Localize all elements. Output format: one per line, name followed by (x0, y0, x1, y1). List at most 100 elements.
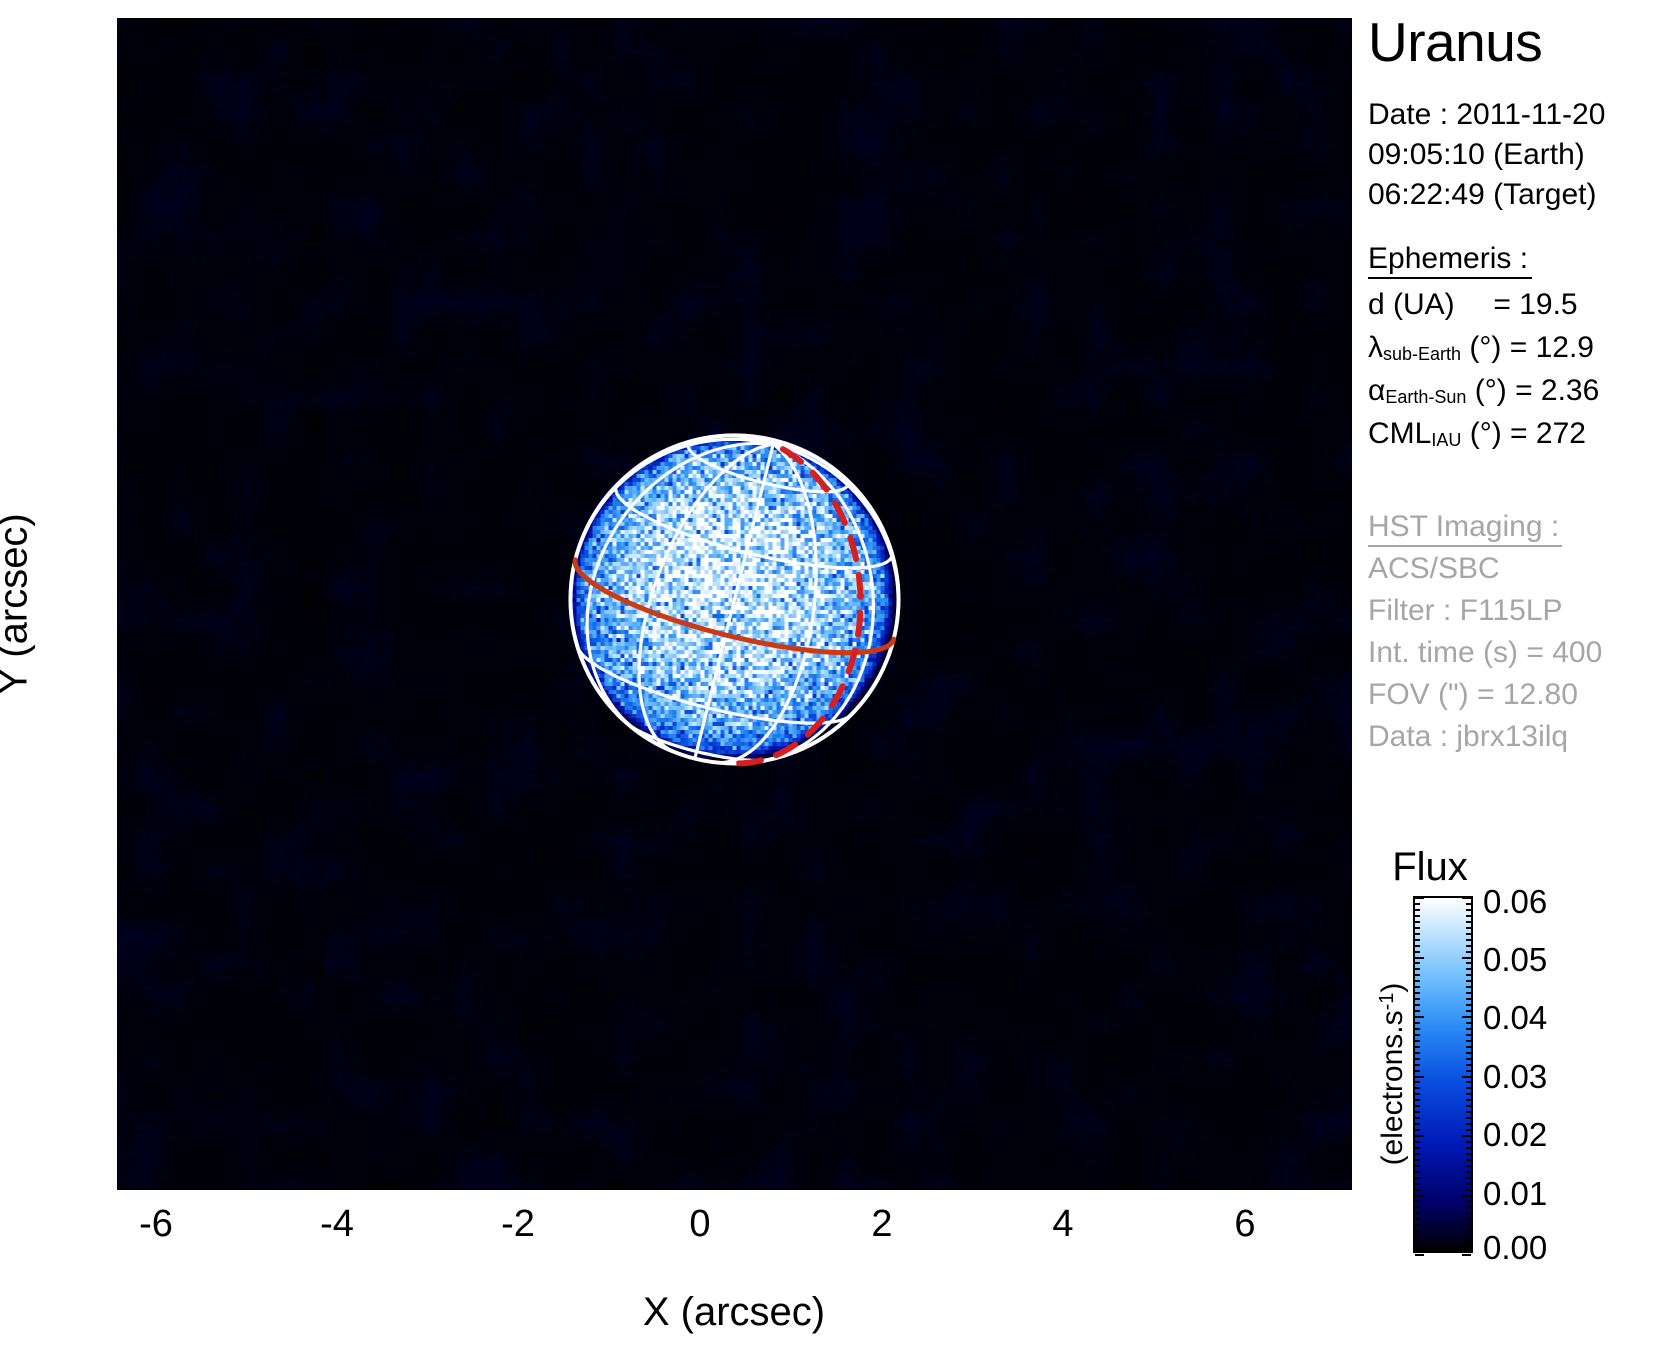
ephemeris-unit-degree: (°) (1469, 331, 1502, 364)
colorbar-tickmark (1415, 1248, 1420, 1251)
ephemeris-value-alpha: = 2.36 (1515, 374, 1600, 407)
x-tick-label: 4 (1052, 1203, 1074, 1245)
colorbar-units-text: (electrons.s (1376, 1010, 1409, 1166)
colorbar-tickmark (1415, 1010, 1420, 1013)
colorbar-tickmark (1415, 926, 1420, 929)
colorbar-tickmark (1466, 1057, 1471, 1060)
colorbar-tickmark (1415, 1027, 1420, 1030)
colorbar-tickmark (1415, 1224, 1420, 1227)
colorbar-tickmark (1415, 1087, 1420, 1090)
grid-line (771, 442, 834, 469)
x-tick-label: -6 (139, 1203, 173, 1245)
colorbar-tickmark (1415, 1069, 1420, 1072)
colorbar-tickmark (1466, 1111, 1471, 1114)
colorbar-tickmark (1466, 902, 1471, 905)
image-plot-area (117, 18, 1352, 1190)
colorbar-tickmark (1466, 950, 1471, 953)
colorbar-tickmark (1466, 1170, 1471, 1173)
coordinate-grid-overlay (568, 433, 901, 767)
colorbar-tickmark (1466, 1081, 1471, 1084)
colorbar-tickmark (1415, 992, 1420, 995)
colorbar-tickmark (1415, 944, 1420, 947)
colorbar-tickmark (1415, 1146, 1420, 1149)
colorbar-tickmark (1466, 1188, 1471, 1191)
observation-time-target: 06:22:49 (Target) (1368, 178, 1597, 211)
colorbar-tickmark (1415, 1004, 1420, 1007)
colorbar-tickmark (1466, 1099, 1471, 1102)
colorbar-tickmark (1466, 1129, 1471, 1132)
colorbar-tickmark (1415, 1236, 1420, 1239)
colorbar-tickmark (1466, 908, 1471, 911)
colorbar-tickmark (1415, 968, 1420, 971)
colorbar-tickmark (1466, 1182, 1471, 1185)
colorbar-tickmark (1415, 1158, 1420, 1161)
ephemeris-subscript-iau: IAU (1431, 430, 1462, 450)
colorbar-tickmark (1466, 1069, 1471, 1072)
y-tick-label: -6 (292, 1131, 326, 1174)
colorbar-tickmark (1466, 1093, 1471, 1096)
ephemeris-symbol-lambda: λ (1368, 331, 1383, 364)
hst-fov: FOV (") = 12.80 (1368, 678, 1578, 711)
grid-line (751, 442, 876, 764)
ephemeris-row-distance: d (UA) = 19.5 (1368, 288, 1578, 322)
colorbar-tickmark (1462, 1194, 1471, 1197)
observation-date: Date : 2011-11-20 (1368, 98, 1606, 131)
colorbar-units-paren: ) (1376, 982, 1409, 993)
ephemeris-row-cml: CMLIAU (°) = 272 (1368, 417, 1586, 451)
colorbar-tickmark (1466, 914, 1471, 917)
colorbar-tickmark (1466, 1087, 1471, 1090)
colorbar-tickmark (1466, 1004, 1471, 1007)
colorbar-tickmark (1415, 932, 1420, 935)
colorbar-tickmark (1415, 1176, 1420, 1179)
colorbar-tickmark (1466, 962, 1471, 965)
colorbar-tickmark (1415, 908, 1420, 911)
colorbar-tickmark (1415, 1242, 1420, 1245)
colorbar-tickmark (1466, 1063, 1471, 1066)
colorbar-tickmark (1415, 1230, 1420, 1233)
x-axis-title: X (arcsec) (642, 1290, 826, 1334)
colorbar-tickmark (1466, 1021, 1471, 1024)
colorbar-tickmark (1415, 1105, 1420, 1108)
colorbar-tickmark (1466, 1242, 1471, 1245)
ephemeris-heading: Ephemeris : (1368, 242, 1529, 275)
colorbar-tickmark (1466, 1218, 1471, 1221)
colorbar-tickmark (1466, 1117, 1471, 1120)
y-tick-label: 4 (304, 216, 326, 259)
y-axis-title: Y (arcsec) (0, 513, 36, 695)
colorbar-tickmark (1415, 1152, 1420, 1155)
colorbar-tickmark (1415, 1045, 1420, 1048)
ephemeris-subscript-earth-sun: Earth-Sun (1385, 387, 1467, 407)
ephemeris-symbol-d: d (UA) (1368, 288, 1455, 321)
colorbar-tick-label: 0.02 (1483, 1116, 1548, 1153)
colorbar-tickmark (1466, 1152, 1471, 1155)
colorbar-tickmark (1415, 1188, 1420, 1191)
colorbar-tickmark (1415, 1117, 1420, 1120)
colorbar-tickmark (1415, 1164, 1420, 1167)
colorbar-tickmark (1466, 1010, 1471, 1013)
colorbar-tickmark (1415, 998, 1420, 1001)
colorbar-tickmark (1466, 968, 1471, 971)
hst-imaging-rule (1368, 545, 1562, 547)
y-tick-label: 2 (304, 399, 326, 442)
colorbar-tickmark (1466, 998, 1471, 1001)
colorbar-tickmark (1466, 1230, 1471, 1233)
colorbar-tickmark (1462, 1016, 1471, 1018)
grid-line (712, 442, 818, 765)
colorbar-tickmark (1466, 974, 1471, 977)
colorbar-tickmark (1415, 1081, 1420, 1084)
colorbar-tickmark (1415, 986, 1420, 989)
colorbar-tickmark (1466, 1105, 1471, 1108)
colorbar-tickmark (1415, 974, 1420, 977)
colorbar-tickmark (1466, 1027, 1471, 1030)
x-tick-label: 0 (689, 1203, 711, 1245)
colorbar-tick-label: 0.00 (1483, 1229, 1548, 1266)
ephemeris-subscript-sub-earth: sub-Earth (1383, 344, 1462, 364)
colorbar-tickmark (1415, 980, 1420, 983)
colorbar-tick-label: 0.06 (1483, 883, 1548, 920)
grid-line (693, 442, 775, 761)
colorbar-tickmark (1415, 1135, 1424, 1137)
ephemeris-unit-degree: (°) (1469, 417, 1502, 450)
grid-line (585, 441, 775, 736)
colorbar-tick-label: 0.04 (1483, 999, 1548, 1036)
ephemeris-row-sub-earth-latitude: λsub-Earth (°) = 12.9 (1368, 331, 1594, 365)
